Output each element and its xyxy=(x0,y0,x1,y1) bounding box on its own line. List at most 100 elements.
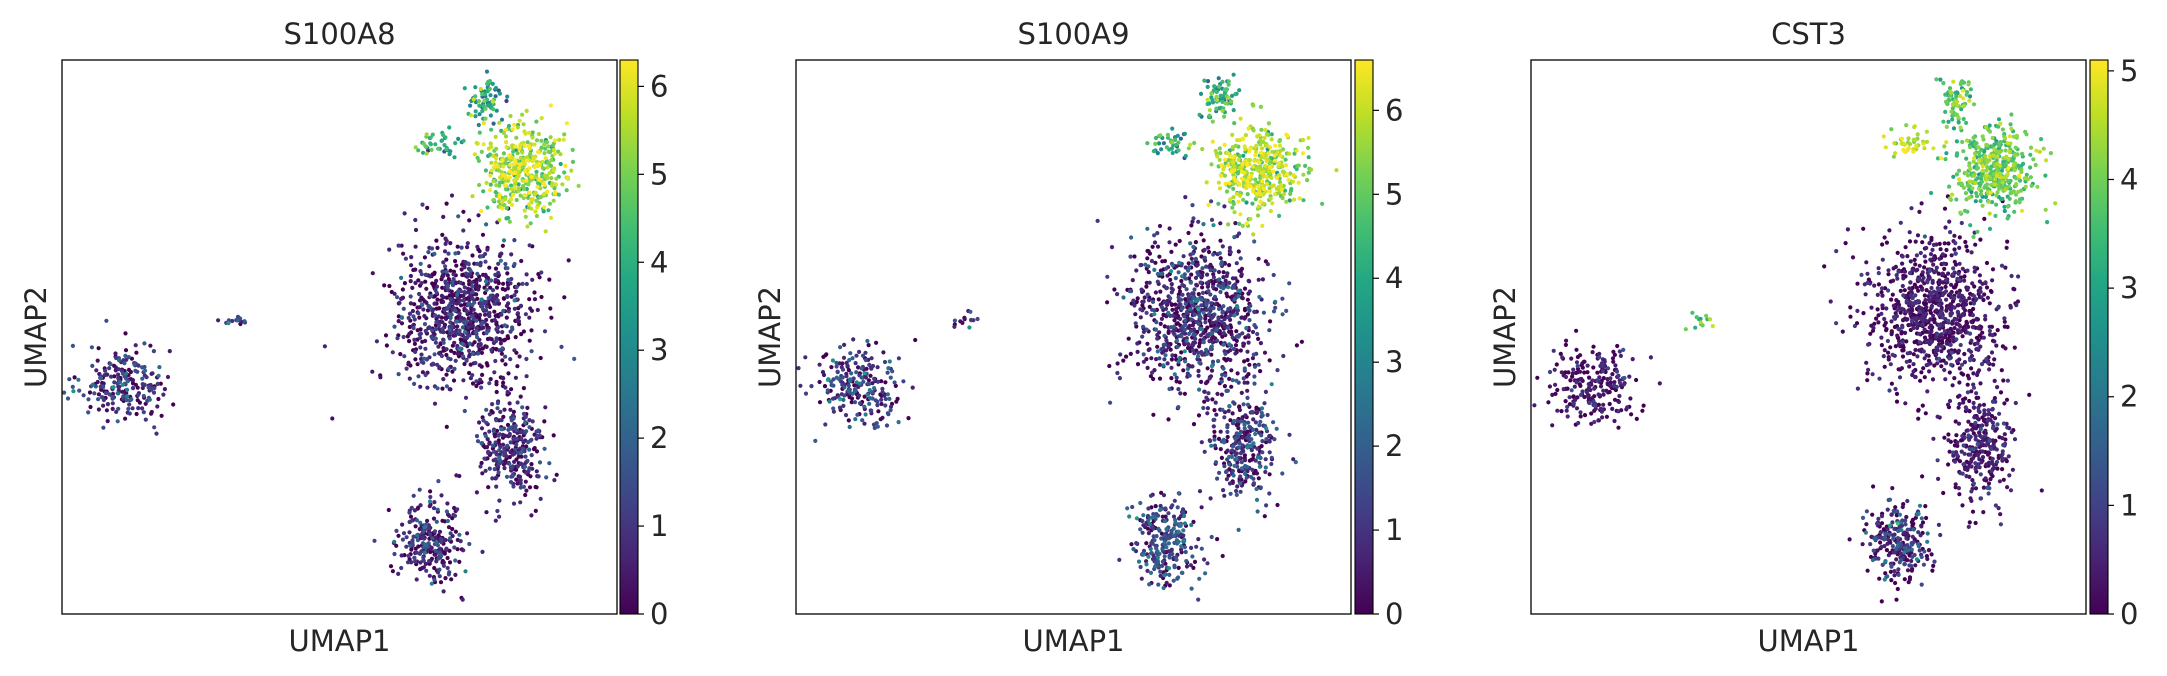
data-point xyxy=(395,295,400,300)
data-point xyxy=(1241,341,1247,346)
data-point xyxy=(1868,331,1873,336)
data-point xyxy=(512,238,517,243)
data-point xyxy=(537,275,542,280)
data-point xyxy=(1238,256,1243,261)
data-point xyxy=(490,81,495,86)
data-point xyxy=(500,158,505,163)
data-point xyxy=(1127,514,1132,519)
data-point xyxy=(1245,464,1250,470)
data-point xyxy=(1907,239,1913,244)
data-point xyxy=(136,363,141,368)
data-point xyxy=(1876,282,1881,287)
data-point xyxy=(1238,474,1243,479)
data-point xyxy=(428,489,433,494)
data-point xyxy=(142,341,147,346)
data-point xyxy=(1211,252,1216,257)
data-point xyxy=(161,392,166,397)
data-point xyxy=(1978,237,1983,242)
data-point xyxy=(424,151,429,156)
data-point xyxy=(1223,101,1228,106)
data-point xyxy=(518,500,523,505)
data-point xyxy=(1568,378,1573,383)
data-point xyxy=(1182,539,1187,544)
data-point xyxy=(1228,197,1233,202)
data-point xyxy=(1225,425,1230,430)
data-point xyxy=(507,401,512,406)
data-point xyxy=(461,354,466,359)
data-point xyxy=(491,429,496,434)
data-point xyxy=(1269,455,1274,460)
data-point xyxy=(473,114,478,119)
data-point xyxy=(1920,403,1925,408)
data-point xyxy=(87,390,93,395)
data-point xyxy=(454,263,459,268)
data-point xyxy=(1281,192,1286,197)
data-point xyxy=(1209,315,1215,320)
data-point xyxy=(532,297,538,302)
data-point xyxy=(457,311,462,316)
data-point xyxy=(1260,450,1265,455)
data-point xyxy=(851,376,856,381)
data-point xyxy=(809,384,814,389)
data-point xyxy=(396,319,401,324)
data-point xyxy=(1251,427,1256,432)
data-point xyxy=(464,309,469,314)
data-point xyxy=(1179,547,1184,552)
data-point xyxy=(1141,324,1146,329)
data-point xyxy=(1164,338,1169,343)
data-point xyxy=(1252,381,1257,386)
data-point xyxy=(500,358,505,363)
data-point xyxy=(519,258,524,264)
data-point xyxy=(875,403,880,408)
data-point xyxy=(551,433,556,438)
data-point xyxy=(510,127,515,132)
data-point xyxy=(515,364,520,369)
data-point xyxy=(1174,338,1180,343)
data-point xyxy=(130,378,135,383)
scatter-points xyxy=(1532,77,2058,604)
data-point xyxy=(479,385,484,390)
data-point xyxy=(1182,327,1187,332)
data-point xyxy=(430,281,435,286)
data-point xyxy=(1136,559,1142,564)
data-point xyxy=(551,147,557,153)
data-point xyxy=(1224,291,1229,296)
data-point xyxy=(1197,576,1202,581)
data-point xyxy=(523,414,528,419)
data-point xyxy=(487,310,492,316)
data-point xyxy=(400,537,405,542)
data-point xyxy=(857,393,862,398)
data-point xyxy=(1146,554,1151,559)
data-point xyxy=(1191,295,1196,300)
data-point xyxy=(1171,324,1176,329)
data-point xyxy=(552,151,558,156)
data-point xyxy=(399,296,404,301)
data-point xyxy=(803,355,808,360)
data-point xyxy=(866,378,872,383)
data-point xyxy=(1257,464,1262,469)
data-point xyxy=(1215,98,1220,103)
data-point xyxy=(857,349,862,354)
data-point xyxy=(151,390,157,395)
data-point xyxy=(1214,89,1219,95)
data-point xyxy=(560,182,565,187)
data-point xyxy=(1201,337,1206,342)
data-point xyxy=(443,279,448,284)
data-point xyxy=(1216,180,1221,185)
data-point xyxy=(1936,271,1941,276)
data-point xyxy=(120,382,125,387)
data-point xyxy=(96,392,101,397)
data-point xyxy=(1155,513,1161,518)
data-point xyxy=(798,383,803,388)
data-point xyxy=(462,361,467,367)
data-point xyxy=(477,112,482,117)
data-point xyxy=(1320,201,1325,206)
data-point xyxy=(545,165,550,170)
data-point xyxy=(1220,99,1225,104)
data-point xyxy=(562,295,567,300)
data-point xyxy=(1155,549,1160,554)
data-point xyxy=(1165,361,1170,366)
data-point xyxy=(1204,395,1209,400)
data-point xyxy=(483,279,489,284)
